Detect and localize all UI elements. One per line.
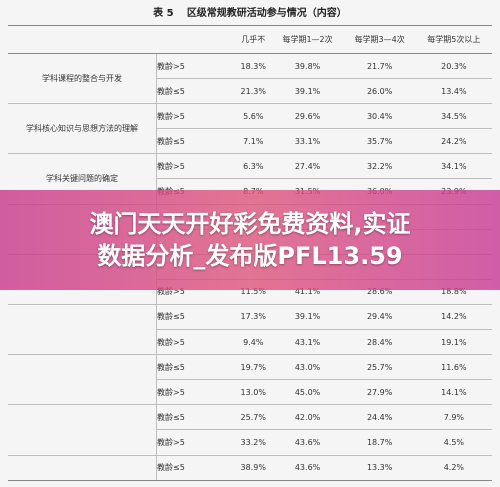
row-topic: 学科课程的整合与开发 <box>8 53 157 105</box>
table-row: 教龄≤5 38.9% 43.6% 13.3% 4.2% <box>8 455 492 481</box>
row-group: 教龄>5 <box>156 103 235 130</box>
row-value: 34.5% <box>415 103 492 130</box>
overlay-banner[interactable]: 澳门天天开好彩免费资料,实证 数据分析_发布版PFL13.59 <box>0 190 500 290</box>
row-group: 教龄≤5 <box>156 78 235 105</box>
row-value: 32.2% <box>343 153 416 180</box>
row-value: 20.3% <box>415 53 492 80</box>
row-topic <box>8 304 157 356</box>
row-value: 4.2% <box>415 455 492 481</box>
row-value: 45.0% <box>271 379 344 406</box>
row-value: 21.3% <box>235 78 272 105</box>
table-caption: 表 5 区级常规教研活动参与情况（内容） <box>0 4 500 19</box>
row-value: 43.0% <box>271 354 344 381</box>
row-value: 4.5% <box>415 429 492 456</box>
row-value: 34.1% <box>415 153 492 180</box>
header-never: 几乎不 <box>235 25 272 54</box>
row-value: 13.0% <box>235 379 272 406</box>
row-value: 18.7% <box>343 429 416 456</box>
row-value: 42.0% <box>271 404 344 431</box>
row-value: 6.3% <box>235 153 272 180</box>
row-group: 教龄≤5 <box>156 128 235 155</box>
table-row: 学科关键问题的确定 教龄>5 6.3% 27.4% 32.2% 34.1% <box>8 153 492 205</box>
header-topic <box>8 25 157 54</box>
table-title: 区级常规教研活动参与情况（内容） <box>186 8 347 19</box>
table-row: 教龄≤5 21.3% 39.1% 26.0% 13.4% <box>8 78 492 105</box>
row-value: 9.4% <box>235 329 272 356</box>
table-number: 表 5 <box>153 8 174 19</box>
table-row: 教龄≤5 19.7% 43.0% 25.7% 11.6% <box>8 354 492 406</box>
row-group: 教龄>5 <box>156 329 235 356</box>
row-value: 24.2% <box>415 128 492 155</box>
header-5plus: 每学期5次以上 <box>415 25 492 54</box>
row-value: 29.6% <box>271 103 344 130</box>
table-row: 教龄>5 9.4% 43.1% 28.4% 19.1% <box>8 329 492 356</box>
table-row: 学科课程的整合与开发 教龄>5 18.3% 39.8% 21.7% 20.3% <box>8 53 492 105</box>
row-value: 35.7% <box>343 128 416 155</box>
table-header-row: 几乎不 每学期1—2次 每学期3—4次 每学期5次以上 <box>8 25 492 54</box>
row-value: 19.7% <box>235 354 272 381</box>
row-value: 27.9% <box>343 379 416 406</box>
row-value: 43.6% <box>271 455 344 481</box>
row-value: 7.1% <box>235 128 272 155</box>
row-group: 教龄≤5 <box>156 354 235 381</box>
row-value: 14.1% <box>415 379 492 406</box>
row-group: 教龄≤5 <box>156 455 235 481</box>
row-value: 38.9% <box>235 455 272 481</box>
table-row: 教龄>5 13.0% 45.0% 27.9% 14.1% <box>8 379 492 406</box>
row-value: 24.4% <box>343 404 416 431</box>
row-value: 13.3% <box>343 455 416 481</box>
overlay-line-1: 澳门天天开好彩免费资料,实证 <box>89 210 411 238</box>
row-value: 43.1% <box>271 329 344 356</box>
table-row: 学科核心知识与思想方法的理解 教龄>5 5.6% 29.6% 30.4% 34.5% <box>8 103 492 155</box>
row-value: 39.1% <box>271 78 344 105</box>
row-value: 14.2% <box>415 304 492 331</box>
table-row: 教龄≤5 7.1% 33.1% 35.7% 24.2% <box>8 128 492 155</box>
row-group: 教龄>5 <box>156 379 235 406</box>
row-value: 19.1% <box>415 329 492 356</box>
overlay-line-2: 数据分析_发布版PFL13.59 <box>97 242 403 270</box>
header-3-4: 每学期3—4次 <box>343 25 416 54</box>
row-value: 27.4% <box>271 153 344 180</box>
row-value: 33.1% <box>271 128 344 155</box>
row-value: 28.4% <box>343 329 416 356</box>
table-row: 教龄≤5 17.3% 39.1% 29.4% 14.2% <box>8 304 492 356</box>
row-value: 17.3% <box>235 304 272 331</box>
table-row: 教龄>5 33.2% 43.6% 18.7% 4.5% <box>8 429 492 456</box>
table-row: 教龄≤5 25.7% 42.0% 24.4% 7.9% <box>8 404 492 456</box>
row-value: 33.2% <box>235 429 272 456</box>
header-group <box>156 25 235 54</box>
row-topic: 学科核心知识与思想方法的理解 <box>8 103 157 155</box>
row-value: 39.1% <box>271 304 344 331</box>
row-value: 21.7% <box>343 53 416 80</box>
row-value: 11.6% <box>415 354 492 381</box>
row-value: 30.4% <box>343 103 416 130</box>
row-value: 39.8% <box>271 53 344 80</box>
row-group: 教龄≤5 <box>156 304 235 331</box>
row-value: 25.7% <box>235 404 272 431</box>
row-value: 5.6% <box>235 103 272 130</box>
row-value: 7.9% <box>415 404 492 431</box>
row-topic <box>8 354 157 406</box>
row-value: 25.7% <box>343 354 416 381</box>
row-group: 教龄>5 <box>156 153 235 180</box>
row-value: 18.3% <box>235 53 272 80</box>
row-group: 教龄≤5 <box>156 404 235 431</box>
row-group: 教龄>5 <box>156 53 235 80</box>
row-value: 29.4% <box>343 304 416 331</box>
header-1-2: 每学期1—2次 <box>271 25 344 54</box>
row-value: 13.4% <box>415 78 492 105</box>
row-value: 26.0% <box>343 78 416 105</box>
row-value: 43.6% <box>271 429 344 456</box>
row-group: 教龄>5 <box>156 429 235 456</box>
row-topic <box>8 404 157 456</box>
row-topic <box>8 455 157 481</box>
